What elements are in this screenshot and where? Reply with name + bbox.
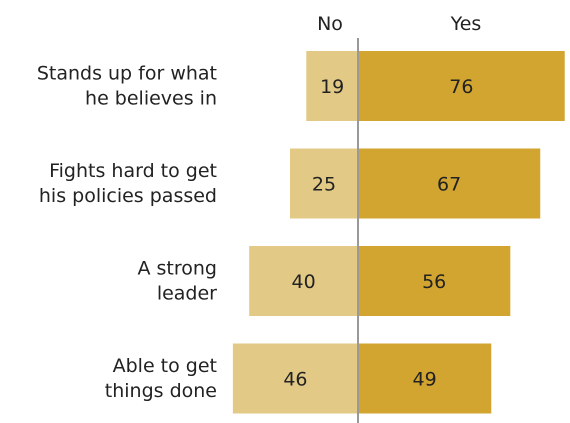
category-label-line: he believes in bbox=[85, 88, 217, 110]
value-label-yes: 56 bbox=[422, 271, 446, 293]
value-label-yes: 67 bbox=[437, 174, 461, 196]
bar-yes bbox=[358, 246, 511, 316]
column-header-yes: Yes bbox=[450, 13, 482, 35]
category-label: Able to get things done bbox=[105, 355, 217, 402]
value-label-no: 25 bbox=[312, 174, 336, 196]
bar-no bbox=[249, 246, 358, 316]
bar-no bbox=[290, 148, 358, 219]
category-label: Fights hard to get his policies passed bbox=[39, 160, 217, 207]
bar-no bbox=[306, 51, 358, 121]
category-label-line: A strong bbox=[137, 258, 217, 280]
bars-group: 19 76 25 67 40 56 46 49 bbox=[232, 51, 565, 414]
bar-yes bbox=[358, 51, 565, 121]
column-header-no: No bbox=[317, 13, 343, 35]
value-label-no: 40 bbox=[292, 271, 316, 293]
bar-no bbox=[232, 343, 358, 414]
category-label-line: Fights hard to get bbox=[49, 160, 217, 182]
bar-yes bbox=[358, 343, 492, 414]
category-label-line: Able to get bbox=[113, 355, 217, 377]
value-label-no: 46 bbox=[283, 369, 307, 391]
value-label-yes: 76 bbox=[449, 76, 473, 98]
category-label-line: things done bbox=[105, 380, 217, 402]
value-label-yes: 49 bbox=[413, 369, 437, 391]
category-label: Stands up for what he believes in bbox=[37, 63, 217, 110]
bar-yes bbox=[358, 148, 541, 219]
category-label-line: Stands up for what bbox=[37, 63, 217, 85]
category-label-line: leader bbox=[157, 283, 217, 305]
category-labels-group: Stands up for what he believes in Fights h… bbox=[37, 63, 217, 403]
category-label-line: his policies passed bbox=[39, 185, 217, 207]
category-label: A strong leader bbox=[137, 258, 217, 305]
value-label-no: 19 bbox=[320, 76, 344, 98]
